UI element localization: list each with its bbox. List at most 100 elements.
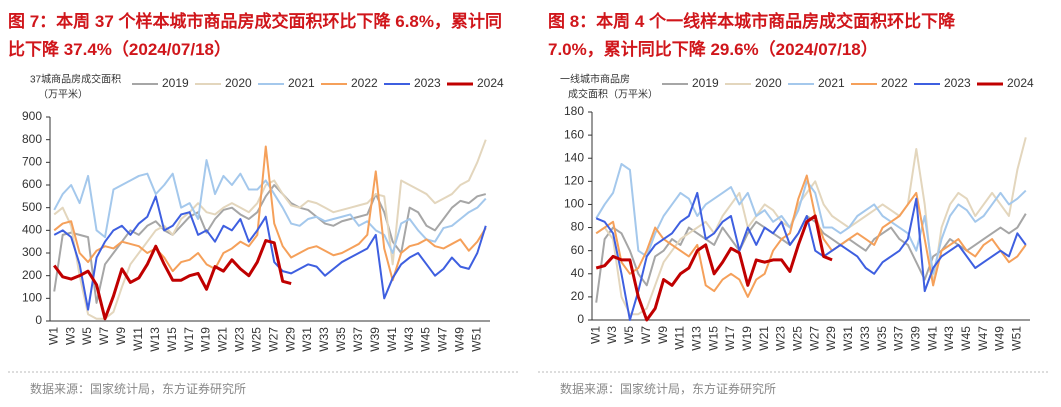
y-tick-label: 180: [564, 104, 584, 118]
series-line: [53, 239, 292, 321]
series-line: [595, 191, 1027, 321]
x-tick-label: W29: [283, 327, 297, 352]
x-tick-label: W47: [976, 326, 990, 351]
legend-label: 2023: [414, 76, 441, 90]
x-tick-label: W13: [148, 327, 162, 352]
y-tick-label: 60: [571, 243, 585, 257]
x-tick-label: W33: [317, 327, 331, 352]
x-tick-label: W7: [97, 327, 111, 345]
source-note: 数据来源：国家统计局，东方证券研究所: [30, 381, 246, 396]
source-note: 数据来源：国家统计局，东方证券研究所: [560, 381, 776, 396]
x-tick-label: W41: [385, 327, 399, 352]
x-tick-label: W9: [114, 327, 128, 345]
y-tick-label: 900: [22, 109, 42, 123]
x-tick-label: W33: [858, 326, 872, 351]
y-tick-label: 120: [564, 174, 584, 188]
x-tick-label: W41: [925, 326, 939, 351]
y-tick-label: 500: [22, 200, 42, 214]
x-tick-label: W15: [165, 327, 179, 352]
legend-label: 2020: [755, 76, 782, 90]
y-tick-label: 100: [564, 197, 584, 211]
x-tick-label: W23: [233, 327, 247, 352]
x-tick-label: W3: [63, 327, 77, 345]
x-tick-label: W37: [892, 326, 906, 351]
x-tick-label: W5: [622, 326, 636, 344]
x-tick-label: W43: [942, 326, 956, 351]
x-tick-label: W3: [605, 326, 619, 344]
x-tick-label: W1: [46, 327, 60, 345]
x-tick-label: W19: [199, 327, 213, 352]
x-tick-label: W35: [334, 327, 348, 352]
x-tick-label: W19: [740, 326, 754, 351]
y-axis-label: （万平米）: [38, 88, 88, 101]
series-line: [595, 163, 1027, 275]
x-tick-label: W43: [402, 327, 416, 352]
x-tick-label: W31: [841, 326, 855, 351]
y-tick-label: 40: [571, 266, 585, 280]
y-tick-label: 200: [22, 268, 42, 282]
x-tick-label: W45: [419, 327, 433, 352]
x-tick-label: W21: [216, 327, 230, 352]
y-tick-label: 600: [22, 177, 42, 191]
x-tick-label: W35: [875, 326, 889, 351]
x-tick-label: W11: [673, 326, 687, 350]
y-tick-label: 160: [564, 127, 584, 141]
series-line: [595, 174, 1027, 298]
y-tick-label: 140: [564, 150, 584, 164]
chart-title: 图 8：本周 4 个一线样本城市商品房成交面积环比下降 7.0%，累计同比下降 …: [548, 12, 956, 59]
y-tick-label: 0: [577, 312, 584, 326]
x-tick-label: W39: [908, 326, 922, 351]
x-tick-label: W5: [80, 327, 94, 345]
x-tick-label: W49: [453, 327, 467, 352]
x-tick-label: W31: [300, 327, 314, 352]
y-tick-label: 300: [22, 245, 42, 259]
x-tick-label: W13: [689, 326, 703, 351]
legend-label: 2021: [818, 76, 845, 90]
series-line: [53, 139, 487, 320]
x-tick-label: W47: [436, 327, 450, 352]
legend-label: 2024: [477, 76, 504, 90]
legend-label: 2022: [351, 76, 378, 90]
x-tick-label: W1: [588, 326, 602, 344]
x-tick-label: W17: [182, 327, 196, 352]
x-tick-label: W27: [807, 326, 821, 351]
x-tick-label: W15: [706, 326, 720, 351]
chart-title: 图 7：本周 37 个样本城市商品房成交面积环比下降 6.8%，累计同比下降 3…: [8, 12, 503, 59]
legend-label: 2019: [692, 76, 719, 90]
legend-label: 2019: [162, 76, 189, 90]
y-axis-label: 一线城市商品房: [560, 73, 630, 86]
legend-label: 2021: [288, 76, 315, 90]
y-tick-label: 0: [35, 313, 42, 327]
series-line: [53, 195, 487, 311]
legend-label: 2024: [1007, 76, 1034, 90]
x-tick-label: W51: [469, 327, 483, 352]
x-tick-label: W51: [1010, 326, 1024, 351]
x-tick-label: W39: [368, 327, 382, 352]
y-tick-label: 800: [22, 132, 42, 146]
y-axis-label: 成交面积（万平米）: [568, 88, 658, 101]
x-tick-label: W7: [639, 326, 653, 344]
x-tick-label: W29: [824, 326, 838, 351]
x-tick-label: W45: [959, 326, 973, 351]
x-tick-label: W11: [131, 327, 145, 351]
x-tick-label: W25: [791, 326, 805, 351]
y-tick-label: 100: [22, 291, 42, 305]
x-tick-label: W21: [757, 326, 771, 351]
x-tick-label: W17: [723, 326, 737, 351]
x-tick-label: W37: [351, 327, 365, 352]
series-line: [53, 145, 487, 282]
legend-label: 2023: [944, 76, 971, 90]
y-tick-label: 700: [22, 155, 42, 169]
y-tick-label: 80: [571, 220, 585, 234]
y-tick-label: 20: [571, 289, 585, 303]
legend-label: 2022: [881, 76, 908, 90]
x-tick-label: W25: [249, 327, 263, 352]
y-tick-label: 400: [22, 223, 42, 237]
y-axis-label: 37城商品房成交面积: [30, 73, 121, 86]
x-tick-label: W27: [266, 327, 280, 352]
x-tick-label: W9: [656, 326, 670, 344]
x-tick-label: W23: [774, 326, 788, 351]
x-tick-label: W49: [993, 326, 1007, 351]
